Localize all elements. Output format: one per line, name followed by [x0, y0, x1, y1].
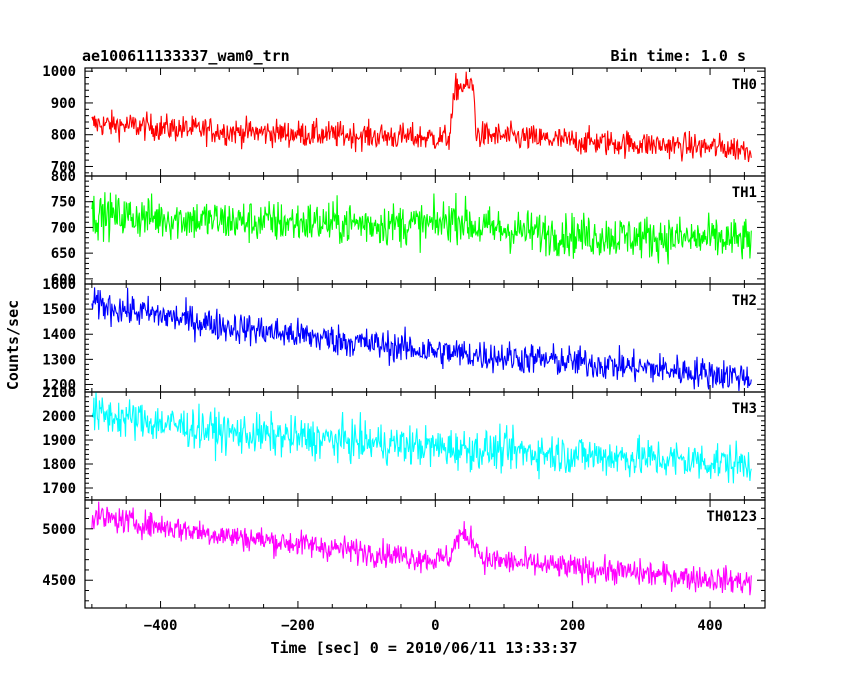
y-tick-label: 1900: [42, 433, 76, 449]
y-tick-label: 1000: [42, 64, 76, 80]
y-tick-label: 600: [51, 272, 76, 288]
panels-group: 7008009001000TH0600650700750800TH1120013…: [42, 64, 766, 609]
y-tick-label: 4500: [42, 573, 76, 589]
panel-label-th1: TH1: [732, 185, 757, 201]
panel-label-th2: TH2: [732, 293, 757, 309]
panel-th0123: 4500 5000 TH0123: [42, 499, 766, 609]
chart-title: ae100611133337_wam0_trn: [82, 47, 290, 65]
y-tick-label: 700: [51, 159, 76, 175]
y-tick-label: 1300: [42, 352, 76, 368]
x-tick-label: 0: [431, 618, 439, 634]
y-tick-label: 1200: [42, 377, 76, 393]
y-tick-label: 800: [51, 128, 76, 144]
y-tick-label: 1400: [42, 327, 76, 343]
x-tick-label: −400: [144, 618, 178, 634]
y-tick-label: 750: [51, 195, 76, 211]
series-th0123: [91, 501, 752, 596]
series-th1: [91, 192, 752, 265]
panel-frame: [84, 499, 766, 609]
series-th3: [91, 392, 752, 484]
series-th0: [91, 71, 752, 163]
y-tick-label: 2100: [42, 385, 76, 401]
y-tick-label: 1500: [42, 302, 76, 318]
panel-label-th0: TH0: [732, 77, 757, 93]
bin-time-label: Bin time: 1.0 s: [611, 47, 746, 65]
x-tick-label: 400: [697, 618, 722, 634]
panel-th3: 1700 1800 1900 2000 2100 TH3: [42, 385, 766, 501]
x-tick-label: 200: [560, 618, 585, 634]
y-tick-label: 1700: [42, 481, 76, 497]
x-axis-ticks: −400 −200 0 200 400: [144, 618, 723, 634]
y-tick-label: 650: [51, 246, 76, 262]
y-tick-label: 800: [51, 169, 76, 185]
panel-th2: 1200 1300 1400 1500 1600 TH2: [42, 277, 766, 393]
y-tick-label: 1800: [42, 457, 76, 473]
y-tick-label: 900: [51, 96, 76, 112]
y-tick-label: 700: [51, 220, 76, 236]
x-tick-label: −200: [281, 618, 315, 634]
y-axis-label: Counts/sec: [4, 300, 22, 390]
y-tick-label: 2000: [42, 409, 76, 425]
series-th2: [91, 287, 752, 391]
panel-label-th0123: TH0123: [706, 509, 757, 525]
panel-label-th3: TH3: [732, 401, 757, 417]
panel-th0: 700 800 900 1000 TH0: [42, 64, 766, 177]
x-axis-label: Time [sec] 0 = 2010/06/11 13:33:37: [270, 639, 577, 657]
y-tick-label: 5000: [42, 522, 76, 538]
y-tick-label: 1600: [42, 277, 76, 293]
panel-th1: 600 650 700 750 800 TH1: [51, 169, 766, 288]
